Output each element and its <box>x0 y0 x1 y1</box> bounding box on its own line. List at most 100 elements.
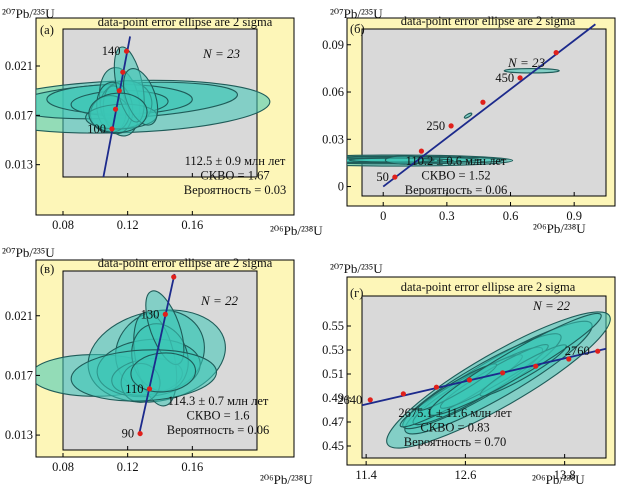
y-tick-label: 0.06 <box>322 85 344 99</box>
y-tick-label: 0.45 <box>322 439 344 453</box>
result-line: 114.3 ± 0.7 млн лет <box>168 394 269 408</box>
age-label: 2640 <box>337 393 362 407</box>
plot-area <box>361 28 607 197</box>
panel-label: (а) <box>40 23 54 37</box>
age-marker <box>171 274 177 280</box>
y-tick-label: 0.017 <box>5 108 33 122</box>
age-label: 250 <box>426 119 445 133</box>
age-marker <box>367 397 373 403</box>
result-line: Вероятность = 0.06 <box>405 183 508 197</box>
age-marker <box>137 430 143 437</box>
concordia-line <box>382 23 596 188</box>
age-marker <box>448 123 454 129</box>
x-tick-label: 0.6 <box>503 209 519 223</box>
age-marker <box>517 75 523 81</box>
y-tick-label: 0.49 <box>322 391 344 405</box>
age-marker <box>433 384 440 390</box>
age-marker <box>466 377 473 383</box>
panel-d: 2640 2760 11.4 12.6 13.8 0.45 0.47 0.49 0.51 0.53… <box>322 261 616 485</box>
x-tick-label: 0.16 <box>181 460 203 474</box>
age-label: 90 <box>122 427 135 441</box>
age-marker <box>120 69 126 75</box>
age-marker <box>533 363 539 369</box>
age-marker <box>480 99 486 105</box>
x-tick-label: 0.16 <box>181 218 203 232</box>
age-marker <box>123 48 130 54</box>
x-tick-label: 0.12 <box>117 460 139 474</box>
y-tick-label: 0.021 <box>5 59 33 73</box>
y-axis-label: ²⁰⁷Pb/²³⁵U <box>2 245 55 260</box>
result-line: Вероятность = 0.06 <box>167 423 270 437</box>
y-axis-label: ²⁰⁷Pb/²³⁵U <box>330 261 383 276</box>
age-label: 130 <box>141 307 160 321</box>
age-marker <box>566 356 572 362</box>
age-marker <box>500 370 506 376</box>
x-axis-label: ²⁰⁶Pb/²³⁸U <box>533 221 586 236</box>
chart-title: data-point error ellipse are 2 sigma <box>401 14 576 28</box>
n-label: N = 23 <box>507 55 545 70</box>
x-tick-label: 0.3 <box>439 209 455 223</box>
age-marker <box>112 106 119 112</box>
result-line: СКВО = 1.6 <box>187 409 250 423</box>
age-label: 450 <box>495 71 514 85</box>
age-marker <box>553 50 559 56</box>
y-tick-label: 0.013 <box>5 428 33 442</box>
y-axis-label: ²⁰⁷Pb/²³⁵U <box>2 6 55 21</box>
result-line: 2675.1 ± 11.6 млн лет <box>398 406 512 420</box>
result-line: Вероятность = 0.03 <box>184 183 287 197</box>
n-label: N = 23 <box>202 46 240 61</box>
y-tick-label: 0.47 <box>322 415 344 429</box>
y-tick-label: 0.51 <box>322 367 344 381</box>
age-label: 140 <box>102 44 121 58</box>
y-tick-label: 0.55 <box>322 319 344 333</box>
age-label: 2760 <box>565 344 590 358</box>
panel-b: 50 250 450 0 0.3 0.6 0.9 0 0.03 0.06 0.09 (б) data-p… <box>322 6 616 236</box>
ellipse-group <box>386 311 611 449</box>
x-axis-label: ²⁰⁶Pb/²³⁸U <box>270 223 323 238</box>
n-label: N = 22 <box>532 298 570 313</box>
x-tick-label: 0.12 <box>117 218 139 232</box>
age-marker <box>146 386 153 392</box>
ellipse-group <box>36 46 271 137</box>
panel-c: 90 110 130 0.08 0.12 0.16 0.013 0.017 0.021 (в) da… <box>2 245 313 485</box>
x-tick-label: 12.6 <box>454 468 476 482</box>
ellipse-group <box>36 290 226 407</box>
y-tick-label: 0.53 <box>322 343 344 357</box>
y-axis-label: ²⁰⁷Pb/²³⁵U <box>330 6 383 21</box>
x-tick-label: 11.4 <box>355 468 377 482</box>
result-line: Вероятность = 0.70 <box>404 435 507 449</box>
error-ellipse <box>428 312 602 416</box>
result-line: СКВО = 1.52 <box>421 169 490 183</box>
error-ellipse <box>130 352 197 393</box>
error-ellipse <box>463 112 473 119</box>
x-tick-label: 0.08 <box>52 460 74 474</box>
result-line: СКВО = 1.67 <box>200 169 269 183</box>
y-tick-label: 0.017 <box>5 368 33 382</box>
panel-label: (г) <box>350 286 363 300</box>
age-marker <box>109 126 115 132</box>
concordia-line <box>102 36 131 178</box>
error-ellipse <box>88 92 148 134</box>
ellipse-group <box>347 67 560 167</box>
age-marker <box>595 348 601 354</box>
age-marker <box>418 148 425 154</box>
chart-title: data-point error ellipse are 2 sigma <box>401 280 576 294</box>
x-tick-label: 13.8 <box>554 468 576 482</box>
x-axis-label: ²⁰⁶Pb/²³⁸U <box>532 472 585 485</box>
y-tick-label: 0 <box>338 180 344 194</box>
concordia-line <box>138 273 176 436</box>
panel-label: (б) <box>350 22 365 36</box>
result-line: 110.2 ± 0.6 млн лет <box>406 154 507 168</box>
y-tick-label: 0.03 <box>322 132 344 146</box>
age-label: 50 <box>376 170 389 184</box>
age-label: 110 <box>125 382 143 396</box>
x-tick-label: 0.08 <box>52 218 74 232</box>
age-marker <box>400 391 406 397</box>
x-axis-label: ²⁰⁶Pb/²³⁸U <box>260 472 313 485</box>
y-tick-label: 0.021 <box>5 309 33 323</box>
age-label: 100 <box>87 122 106 136</box>
y-tick-label: 0.013 <box>5 158 33 172</box>
chart-title: data-point error ellipse are 2 sigma <box>98 256 273 270</box>
panel-label: (в) <box>40 262 54 276</box>
result-line: 112.5 ± 0.9 млн лет <box>185 154 286 168</box>
